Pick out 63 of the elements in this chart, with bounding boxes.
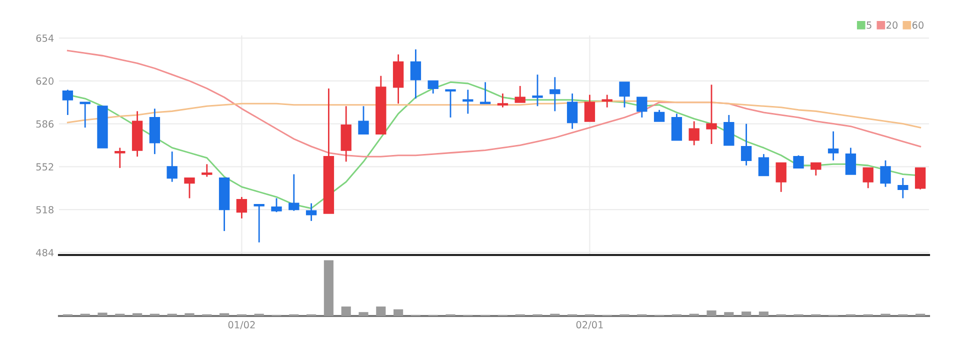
bar <box>132 313 142 316</box>
candlestick <box>914 167 926 190</box>
bar <box>184 313 194 316</box>
candlestick <box>880 160 891 188</box>
candlestick <box>114 147 126 169</box>
legend-label: 20 <box>886 21 898 29</box>
bar <box>724 312 734 316</box>
candlestick <box>532 74 543 107</box>
bar <box>358 312 368 316</box>
candlestick <box>706 84 717 145</box>
candlestick <box>636 96 648 118</box>
bar <box>742 312 752 316</box>
bar <box>394 309 404 316</box>
bar <box>324 260 334 316</box>
candlestick <box>810 162 822 176</box>
candlestick <box>654 109 665 122</box>
candlestick <box>550 76 560 112</box>
candlestick <box>671 113 682 141</box>
candlestick <box>166 150 178 183</box>
candlestick <box>358 105 369 135</box>
candlestick <box>758 153 770 176</box>
candlestick <box>688 120 700 146</box>
candlestick <box>619 81 630 108</box>
candlestick <box>236 196 248 220</box>
legend-label: 5 <box>866 22 872 29</box>
bar <box>758 312 768 316</box>
candlestick <box>410 48 422 100</box>
candlestick <box>428 80 438 94</box>
candlestick <box>62 89 74 116</box>
candlestick <box>584 94 596 122</box>
candlestick <box>254 204 264 244</box>
y-tick-label: 654 <box>36 34 54 42</box>
candlestick <box>793 154 804 169</box>
candlestick <box>271 198 282 213</box>
y-tick-label: 484 <box>36 248 54 256</box>
x-tick-label: 01/02 <box>228 321 255 330</box>
candlestick <box>445 89 456 118</box>
bar <box>98 312 108 316</box>
bar <box>220 313 230 316</box>
y-tick-label: 518 <box>36 206 54 214</box>
candlestick <box>740 123 752 166</box>
candlestick <box>776 162 786 193</box>
candlestick <box>288 174 300 212</box>
legend-label: 60 <box>912 21 924 29</box>
x-tick-label: 02/01 <box>576 321 603 330</box>
candlestick <box>828 130 839 162</box>
bar <box>706 310 716 316</box>
candlestick <box>724 114 734 146</box>
y-tick-label: 620 <box>36 77 54 85</box>
candlestick <box>566 92 578 130</box>
candlestick <box>514 85 526 104</box>
y-tick-label: 552 <box>36 163 54 171</box>
line-series <box>66 50 922 158</box>
candlestick <box>845 147 856 175</box>
bar <box>341 306 351 316</box>
candlestick <box>497 92 508 108</box>
candlestick <box>862 167 874 189</box>
candlestick <box>306 202 317 222</box>
bar <box>376 306 386 316</box>
y-tick-label: 586 <box>36 120 54 128</box>
candlestick <box>184 177 195 199</box>
candlestick <box>202 163 212 178</box>
candlestick <box>898 177 908 199</box>
